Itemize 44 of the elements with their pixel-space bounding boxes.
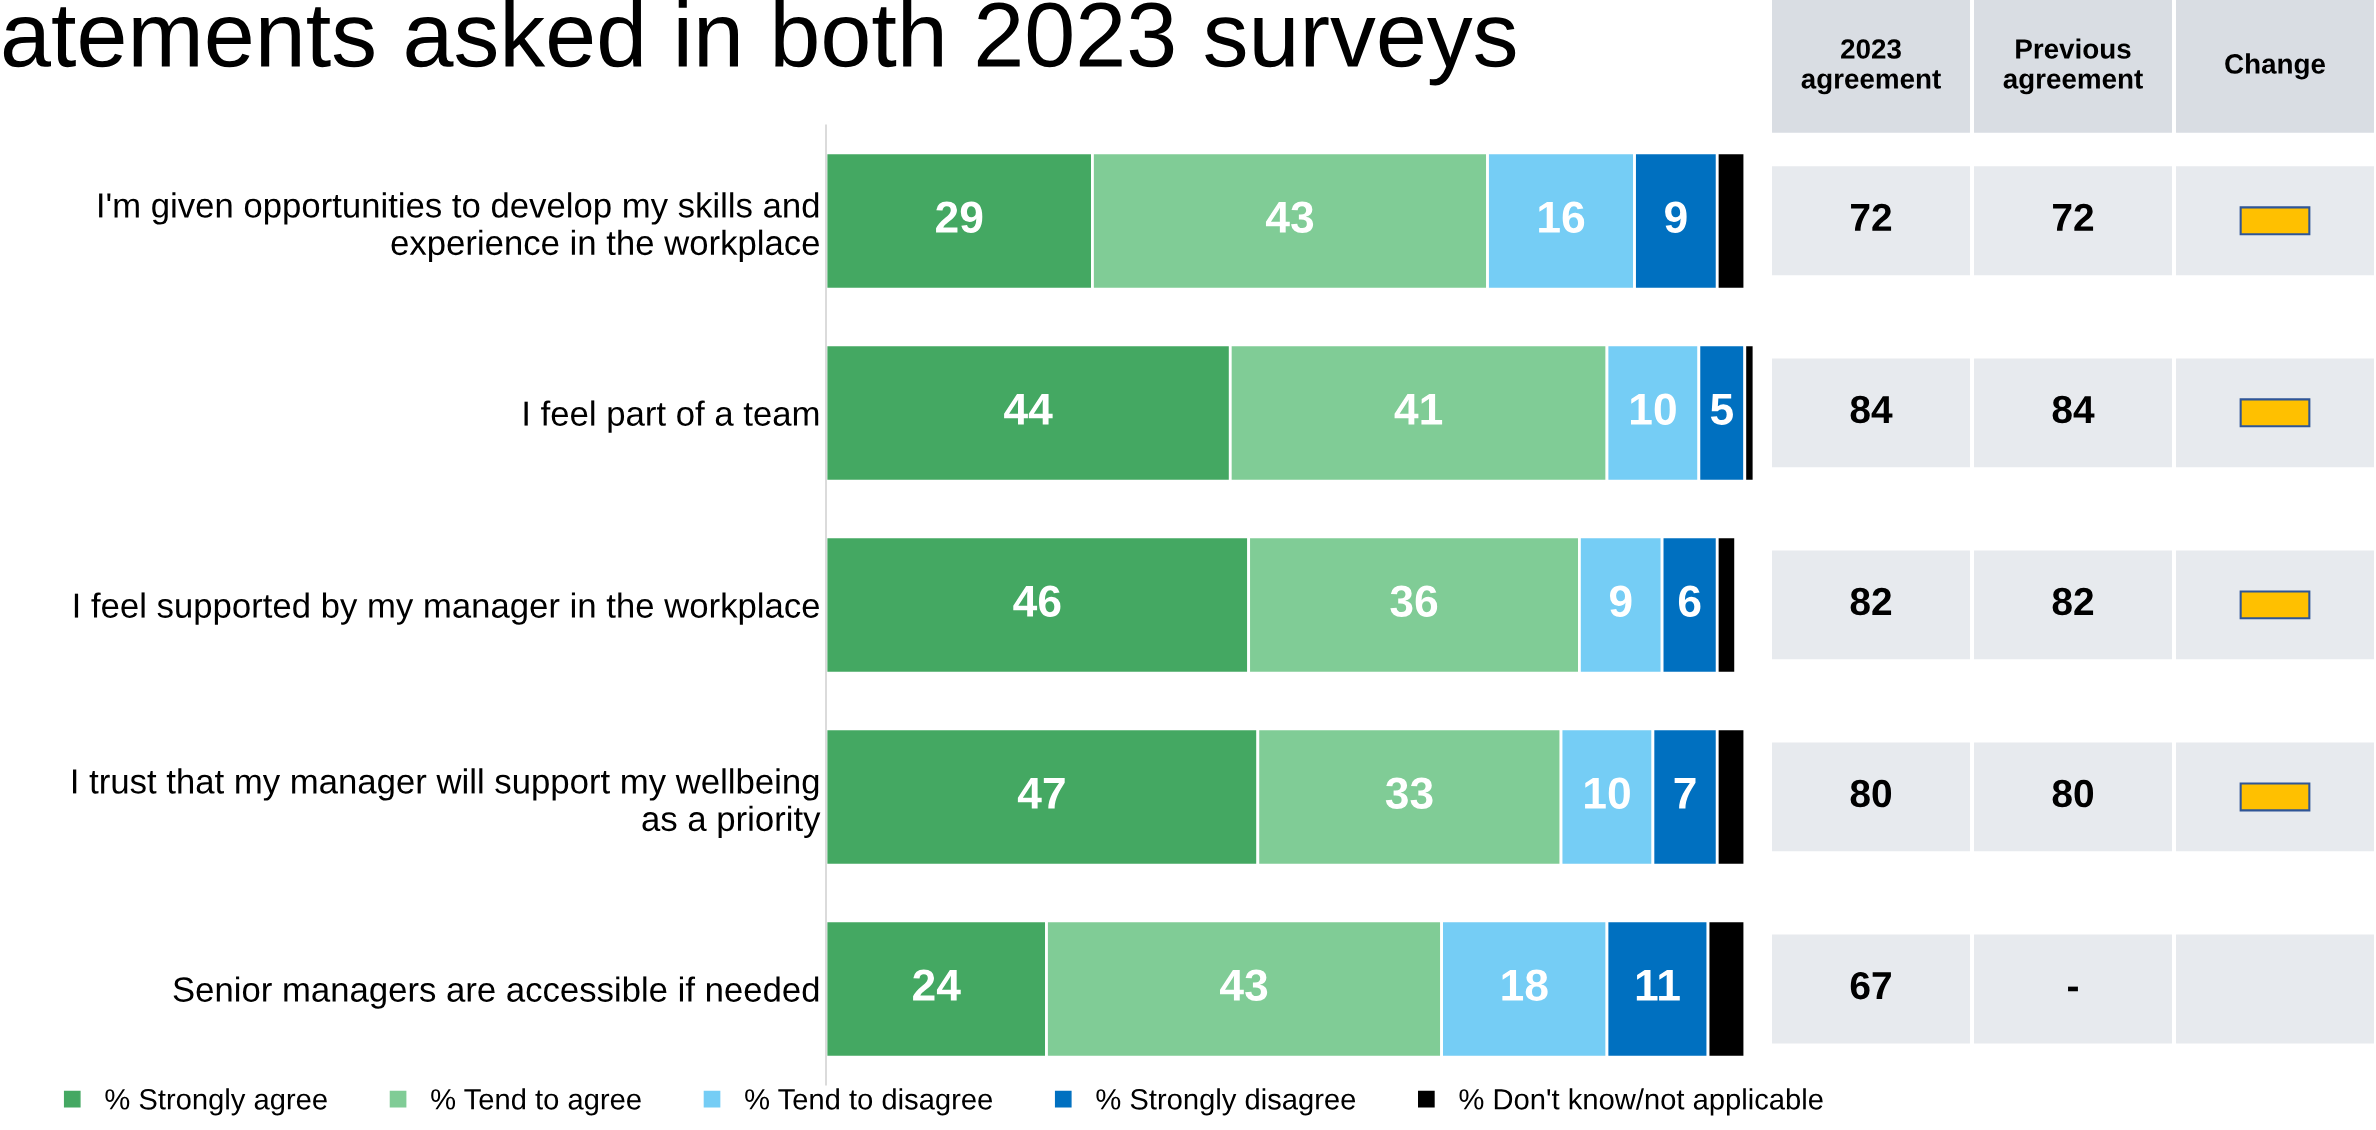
y-tick-label: I'm given opportunities to develop my skills and experience in the workplace	[99, 192, 819, 262]
x-tick-label: 2023 agreement	[1801, 39, 1941, 95]
y-tick-label: I trust that my manager will support my wellbeing as a priority	[73, 768, 821, 838]
legend-label: % Tend to disagree	[745, 1088, 992, 1116]
data-label: 10	[1585, 777, 1630, 809]
data-label: 29	[936, 201, 983, 233]
data-label: 72	[1851, 203, 1892, 231]
data-label: 33	[1385, 777, 1433, 809]
text: -	[2068, 986, 2078, 992]
data-label: 47	[1017, 777, 1065, 809]
x-tick-label: Previous agreement	[2003, 38, 2143, 95]
y-tick-label: Senior managers are accessible if needed	[173, 976, 819, 1009]
data-label: 80	[2052, 779, 2094, 808]
data-label: 11	[1636, 969, 1680, 1001]
data-label: 43	[1265, 201, 1314, 233]
data-label: 41	[1394, 393, 1443, 425]
data-label: 43	[1220, 969, 1268, 1001]
data-label: 46	[1013, 585, 1061, 617]
legend-label: % Strongly agree	[105, 1088, 327, 1116]
data-label: 5	[1710, 393, 1733, 425]
legend-label: % Tend to agree	[431, 1088, 641, 1116]
chart-title: atements asked in both 2023 surveys	[3, 0, 1516, 86]
data-label: 44	[1004, 393, 1053, 425]
data-label: 16	[1539, 201, 1585, 233]
y-tick-label: I feel supported by my manager in the workplace	[74, 592, 819, 625]
data-label: 84	[2052, 395, 2095, 424]
data-label: 7	[1674, 777, 1696, 809]
data-label: 36	[1390, 585, 1438, 617]
data-label: 18	[1502, 969, 1548, 1001]
data-label: 6	[1678, 585, 1701, 617]
x-tick-label: Change	[2225, 53, 2325, 80]
legend-label: % Don't know/not applicable	[1459, 1088, 1823, 1116]
data-label: 9	[1609, 585, 1632, 617]
data-label: 84	[1850, 395, 1893, 424]
data-label: 82	[1850, 587, 1892, 616]
data-label: 80	[1850, 779, 1892, 808]
data-label: 67	[1850, 971, 1891, 1000]
legend-label: % Strongly disagree	[1096, 1088, 1356, 1116]
data-label: 24	[913, 969, 961, 1001]
y-tick-label: I feel part of a team	[524, 400, 819, 433]
data-label: 9	[1665, 201, 1687, 233]
data-label: 82	[2052, 587, 2094, 616]
data-label: 72	[2053, 203, 2094, 231]
data-label: 10	[1631, 393, 1676, 425]
